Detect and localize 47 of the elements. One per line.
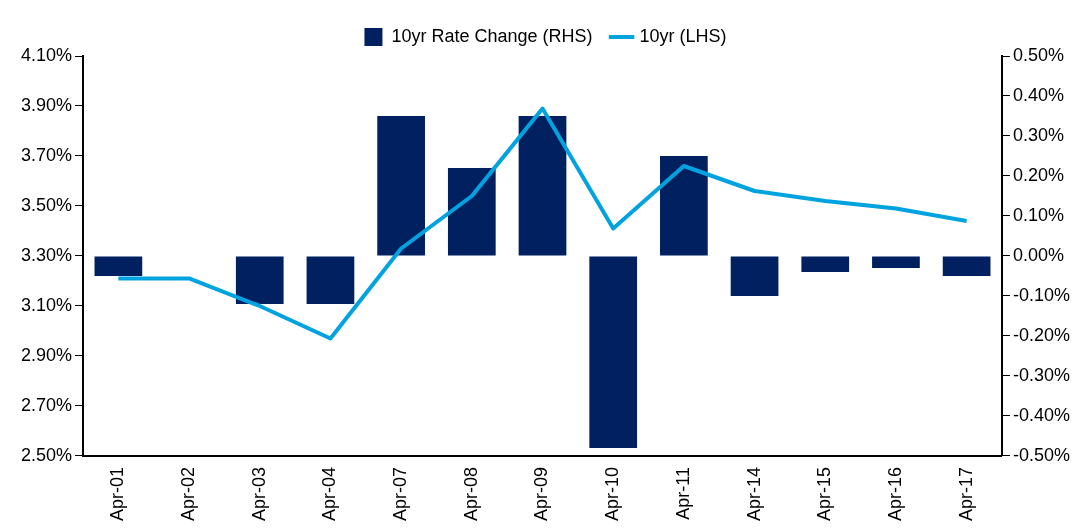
y2-tick-label: -0.10% (1012, 284, 1071, 305)
x-tick-label: Apr-04 (319, 466, 340, 521)
bar (235, 256, 284, 304)
y-tick-label: 4.10% (20, 44, 73, 65)
x-tick-label: Apr-07 (390, 466, 411, 521)
y2-tick-label: -0.50% (1012, 444, 1071, 465)
y-tick-label: 3.90% (20, 94, 73, 115)
x-tick-label: Apr-15 (814, 466, 835, 521)
y2-tick-label: 0.40% (1012, 84, 1065, 105)
x-tick-label: Apr-17 (955, 466, 976, 521)
y-tick-label: 2.50% (20, 444, 73, 465)
x-tick-label: Apr-14 (743, 466, 764, 521)
bar (942, 256, 991, 276)
x-tick-label: Apr-02 (178, 466, 199, 521)
y2-tick-label: -0.30% (1012, 364, 1071, 385)
x-tick-label: Apr-10 (602, 466, 623, 521)
x-tick-label: Apr-01 (107, 466, 128, 521)
bar (94, 256, 143, 276)
y-tick-label: 3.70% (20, 144, 73, 165)
y2-tick-label: 0.30% (1012, 124, 1065, 145)
y2-tick-label: -0.20% (1012, 324, 1071, 345)
x-tick-label: Apr-16 (884, 466, 905, 521)
y2-tick-label: 0.00% (1012, 244, 1065, 265)
bar (730, 256, 779, 296)
legend-label: 10yr Rate Change (RHS) (391, 25, 593, 46)
bar (447, 167, 496, 256)
bar (589, 256, 638, 448)
y-tick-label: 3.10% (20, 294, 73, 315)
bar (660, 155, 708, 256)
y-tick-label: 2.70% (20, 394, 73, 415)
x-tick-label: Apr-08 (460, 466, 481, 521)
bar (801, 256, 850, 272)
y2-tick-label: -0.40% (1012, 404, 1071, 425)
y-tick-label: 3.30% (20, 244, 73, 265)
y-tick-label: 2.90% (20, 344, 73, 365)
bar (377, 116, 425, 256)
y-tick-label: 3.50% (20, 194, 73, 215)
x-tick-label: Apr-11 (672, 466, 693, 520)
bar (306, 256, 355, 304)
y2-tick-label: 0.10% (1012, 204, 1065, 225)
x-tick-label: Apr-03 (248, 466, 269, 521)
bar (872, 256, 920, 268)
legend-label: 10yr (LHS) (639, 25, 727, 46)
x-tick-label: Apr-09 (531, 466, 552, 521)
bar (518, 116, 567, 256)
y2-tick-label: 0.20% (1012, 164, 1065, 185)
y2-tick-label: 0.50% (1012, 44, 1065, 65)
